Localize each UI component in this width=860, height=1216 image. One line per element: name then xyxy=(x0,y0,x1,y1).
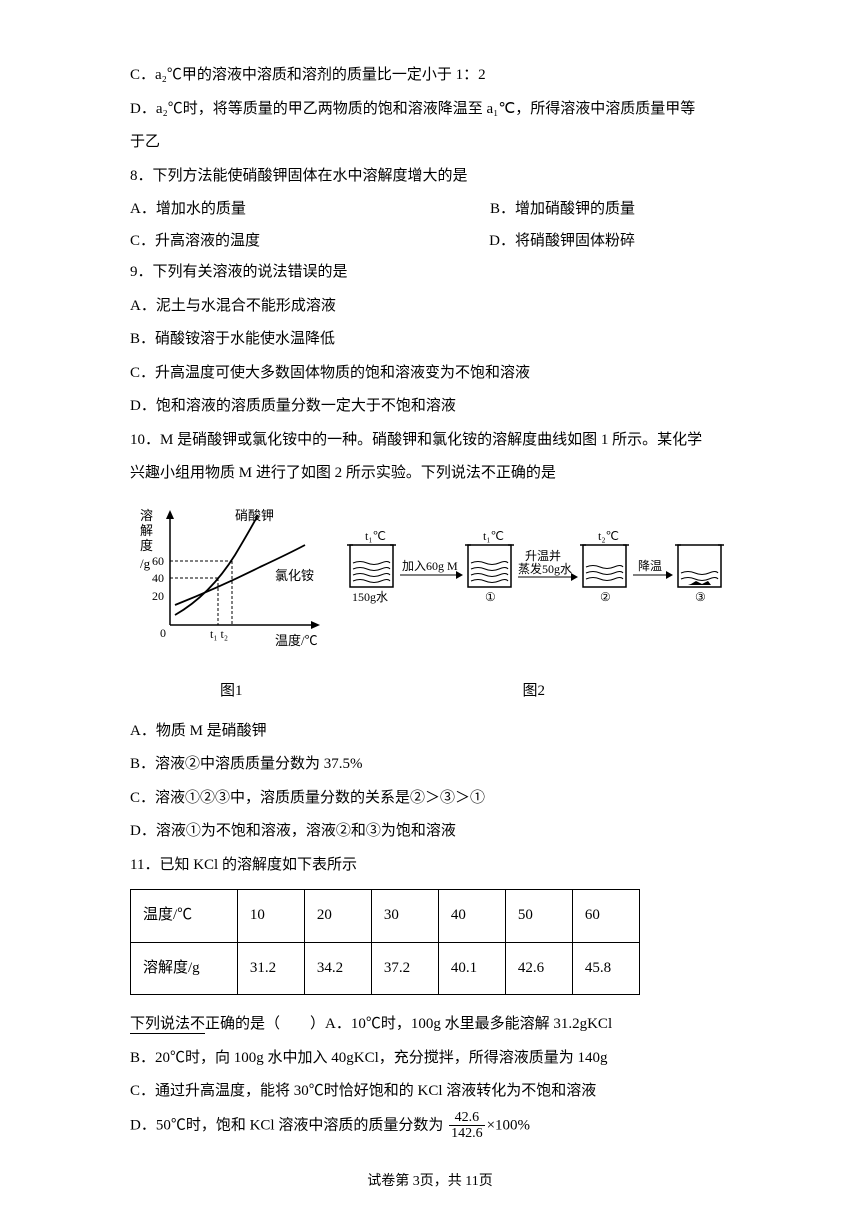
ylabel-1: 溶 xyxy=(140,508,153,523)
q9-optB: B．硝酸铵溶于水能使水温降低 xyxy=(130,324,750,356)
q9-optC: C．升高温度可使大多数固体物质的饱和溶液变为不饱和溶液 xyxy=(130,358,750,390)
page-footer: 试卷第 3页，共 11页 xyxy=(0,1167,860,1196)
q11-optC: C．通过升高温度，能将 30℃时恰好饱和的 KCl 溶液转化为不饱和溶液 xyxy=(130,1076,750,1108)
q10-optA: A．物质 M 是硝酸钾 xyxy=(130,716,750,748)
svg-text:③: ③ xyxy=(695,590,706,604)
q11-prompt: 下列说法不正确的是（ ）A．10℃时，100g 水里最多能溶解 31.2gKCl xyxy=(130,1009,750,1041)
q10-optD: D．溶液①为不饱和溶液，溶液②和③为饱和溶液 xyxy=(130,816,750,848)
q11-optD: D．50℃时，饱和 KCl 溶液中溶质的质量分数为 42.6 142.6 ×10… xyxy=(130,1110,750,1142)
q10-stem-2: 兴趣小组用物质 M 进行了如图 2 所示实验。下列说法不正确的是 xyxy=(130,458,750,490)
svg-text:150g水: 150g水 xyxy=(352,590,388,604)
q9-optD: D．饱和溶液的溶质质量分数一定大于不饱和溶液 xyxy=(130,391,750,423)
q8-optD: D．将硝酸钾固体粉碎 xyxy=(489,226,750,258)
q11-stem: 11．已知 KCl 的溶解度如下表所示 xyxy=(130,850,750,882)
q7-optD-2: 于乙 xyxy=(130,127,750,159)
svg-text:加入60g M: 加入60g M xyxy=(402,559,458,573)
table-row: 温度/℃ 10 20 30 40 50 60 xyxy=(131,890,640,943)
svg-text:t₁℃: t₁℃ xyxy=(483,529,504,543)
svg-text:解: 解 xyxy=(140,523,153,538)
svg-text:/g: /g xyxy=(140,556,151,571)
q8-optC: C．升高溶液的温度 xyxy=(130,226,260,258)
q11-optB: B．20℃时，向 100g 水中加入 40gKCl，充分搅拌，所得溶液质量为 1… xyxy=(130,1043,750,1075)
svg-text:t₂℃: t₂℃ xyxy=(598,529,619,543)
svg-text:度: 度 xyxy=(140,538,153,553)
q9-stem: 9．下列有关溶液的说法错误的是 xyxy=(130,257,750,289)
q8-optA: A．增加水的质量 xyxy=(130,194,246,226)
fig2-label: 图2 xyxy=(523,676,546,708)
svg-text:40: 40 xyxy=(152,571,164,585)
svg-text:②: ② xyxy=(600,590,611,604)
svg-text:升温并: 升温并 xyxy=(525,549,561,563)
fig1-label: 图1 xyxy=(220,676,243,708)
fraction-icon: 42.6 142.6 xyxy=(449,1110,485,1142)
svg-text:0: 0 xyxy=(160,626,166,640)
q9-optA: A．泥土与水混合不能形成溶液 xyxy=(130,291,750,323)
q10-optC: C．溶液①②③中，溶质质量分数的关系是②＞③＞① xyxy=(130,783,750,815)
q10-figure: 溶 解 度 /g 0 60 40 20 硝酸钾 氯化铵 t₁ t₂ 温度 xyxy=(130,500,750,708)
svg-text:t₁ t₂: t₁ t₂ xyxy=(210,627,228,641)
svg-text:降温: 降温 xyxy=(638,559,662,573)
q8-stem: 8．下列方法能使硝酸钾固体在水中溶解度增大的是 xyxy=(130,161,750,193)
q10-optB: B．溶液②中溶质质量分数为 37.5% xyxy=(130,749,750,781)
q7-optC: C．a₂℃甲的溶液中溶质和溶剂的质量比一定小于 1：2 xyxy=(130,60,750,92)
q8-optB: B．增加硝酸钾的质量 xyxy=(490,194,750,226)
svg-text:蒸发50g水: 蒸发50g水 xyxy=(518,561,572,576)
q7-optD-1: D．a₂℃时，将等质量的甲乙两物质的饱和溶液降温至 a₁℃，所得溶液中溶质质量甲… xyxy=(130,94,750,126)
svg-text:硝酸钾: 硝酸钾 xyxy=(235,508,274,523)
svg-text:20: 20 xyxy=(152,589,164,603)
svg-text:氯化铵: 氯化铵 xyxy=(275,568,314,583)
table-row: 溶解度/g 31.2 34.2 37.2 40.1 42.6 45.8 xyxy=(131,942,640,995)
svg-text:①: ① xyxy=(485,590,496,604)
kcl-table: 温度/℃ 10 20 30 40 50 60 溶解度/g 31.2 34.2 3… xyxy=(130,889,640,995)
svg-text:温度/℃: 温度/℃ xyxy=(275,633,318,648)
svg-text:60: 60 xyxy=(152,554,164,568)
svg-text:t₁℃: t₁℃ xyxy=(365,529,386,543)
q10-stem-1: 10．M 是硝酸钾或氯化铵中的一种。硝酸钾和氯化铵的溶解度曲线如图 1 所示。某… xyxy=(130,425,750,457)
